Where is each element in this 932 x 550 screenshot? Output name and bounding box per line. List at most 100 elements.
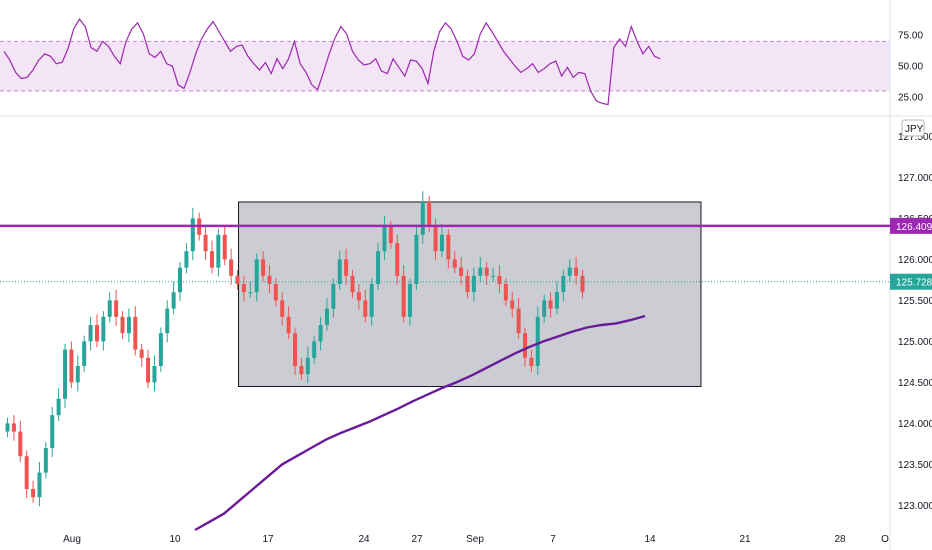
candle	[11, 415, 16, 441]
candle-body	[567, 267, 572, 276]
candle	[5, 417, 10, 438]
candle	[542, 294, 547, 323]
last-price-label: 125.728	[890, 273, 932, 290]
price-y-axis[interactable]: 127.500127.000126.500126.000125.500125.0…	[898, 119, 932, 512]
candle-body	[523, 333, 528, 358]
candle-body	[459, 267, 464, 276]
resistance-price-label: 126.409	[890, 217, 932, 234]
candle	[165, 300, 170, 343]
candle	[478, 256, 483, 282]
candle	[574, 256, 579, 285]
candle	[146, 349, 151, 389]
candle	[171, 281, 176, 315]
candle-body	[331, 284, 336, 309]
candle	[465, 270, 470, 298]
candle-body	[535, 316, 540, 366]
candle-body	[56, 398, 61, 416]
candle	[312, 335, 317, 364]
candle-body	[24, 456, 29, 489]
candle-body	[312, 341, 317, 358]
rsi-tick-label: 25.00	[898, 93, 923, 104]
candle-body	[548, 300, 553, 309]
candle-body	[350, 275, 355, 293]
candle-body	[337, 259, 342, 284]
candle-body	[178, 267, 183, 293]
candle-body	[561, 275, 566, 293]
candle-body	[324, 308, 329, 325]
candle-body	[133, 316, 138, 350]
candle	[158, 327, 163, 372]
candle	[280, 292, 285, 326]
currency-badge: JPY	[901, 119, 925, 137]
candle	[139, 343, 144, 367]
time-tick-label: 10	[169, 534, 181, 545]
candle-body	[529, 357, 534, 366]
candle-body	[369, 284, 374, 317]
candle	[293, 327, 298, 376]
candle-body	[31, 489, 36, 498]
price-tick-label: 123.500	[898, 460, 932, 471]
price-tick-label: 125.500	[898, 296, 932, 307]
candle-body	[139, 349, 144, 358]
candle-body	[497, 275, 502, 284]
candle	[248, 281, 253, 298]
candle	[414, 226, 419, 290]
candle	[235, 270, 240, 290]
price-tick-label: 124.500	[898, 378, 932, 389]
candle-body	[203, 234, 208, 252]
candle	[503, 278, 508, 307]
candle-body	[190, 218, 195, 252]
rsi-tick-label: 75.00	[898, 31, 923, 42]
rsi-series-line	[3, 18, 661, 106]
candle-body	[152, 366, 157, 383]
candle-body	[11, 423, 16, 432]
candle	[324, 297, 329, 331]
candle	[241, 275, 246, 302]
price-tick-label: 126.000	[898, 255, 932, 266]
candle	[580, 270, 585, 298]
candle-body	[420, 202, 425, 235]
candle	[305, 347, 310, 384]
candle-body	[171, 292, 176, 309]
candle	[459, 256, 464, 285]
candle	[222, 226, 227, 266]
candle	[120, 311, 125, 339]
currency-label: JPY	[905, 124, 924, 135]
candle-body	[408, 284, 413, 317]
candle-body	[241, 284, 246, 293]
candle-body	[293, 333, 298, 366]
candle	[267, 265, 272, 294]
candle-body	[452, 259, 457, 268]
candle	[337, 251, 342, 290]
candle	[126, 308, 131, 343]
candle-body	[273, 284, 278, 301]
time-tick-label: 21	[739, 534, 751, 545]
candle-body	[427, 202, 432, 227]
candle-body	[414, 234, 419, 284]
candle-body	[146, 357, 151, 383]
candlesticks	[5, 191, 585, 507]
candle	[69, 341, 74, 389]
candle-body	[88, 325, 93, 342]
candle	[548, 292, 553, 318]
time-x-axis[interactable]: Aug 10 17 24 27 Sep 7 14 21 28 O	[63, 534, 889, 545]
candle-body	[107, 300, 112, 317]
rsi-band	[0, 40, 890, 92]
price-labels: 126.409 125.728	[890, 217, 932, 290]
candle-body	[235, 275, 240, 284]
candle	[94, 314, 99, 348]
candle-body	[63, 349, 68, 399]
candle-body	[101, 316, 106, 342]
candle	[107, 292, 112, 323]
candle-body	[299, 366, 304, 375]
candle-body	[267, 275, 272, 284]
candle	[318, 316, 323, 351]
candle-body	[286, 316, 291, 334]
candle	[395, 234, 400, 285]
price-tick-label: 127.000	[898, 173, 932, 184]
ma-series-line	[194, 314, 646, 532]
candle	[408, 278, 413, 326]
candle-body	[395, 243, 400, 276]
time-tick-label: 24	[358, 534, 370, 545]
